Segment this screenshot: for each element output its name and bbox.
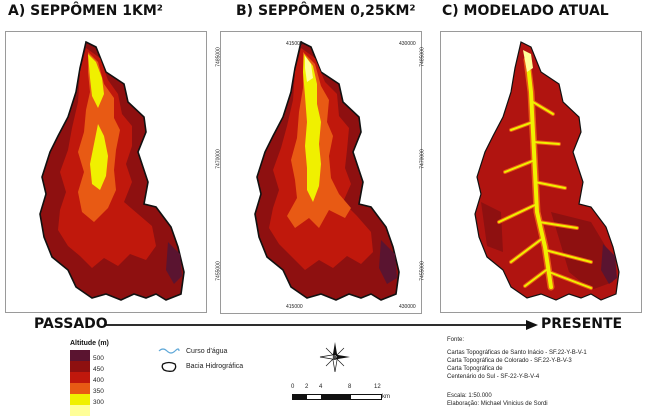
coord-label-bottom-left: 415000 <box>286 304 303 310</box>
legend-swatch-400 <box>70 372 90 383</box>
basin-map-b <box>254 40 400 301</box>
altitude-300-zone <box>88 54 104 108</box>
legend-label-350: 350 <box>93 388 104 395</box>
altitude-300-zone <box>523 50 533 72</box>
timeline-start-label: PASSADO <box>34 316 108 332</box>
altitude-450-zone <box>551 212 613 290</box>
source-scale: Escala: 1:50.000 <box>447 393 492 399</box>
altitude-500-zone <box>166 242 182 284</box>
source-heading: Fonte: <box>447 337 465 343</box>
scale-tick-8: 8 <box>348 384 352 390</box>
north-arrow-icon <box>319 342 350 373</box>
timeline-end-label: PRESENTE <box>541 316 623 332</box>
coord-label-top-left: 415000 <box>286 41 303 47</box>
drainage-channels <box>498 54 592 289</box>
timeline-arrow <box>104 320 538 330</box>
legend-swatch-300 <box>70 394 90 405</box>
scale-tick-0: 0 <box>291 384 295 390</box>
scale-tick-12: 12 <box>374 384 381 390</box>
altitude-500-zone <box>601 244 617 284</box>
scale-unit: km <box>382 394 390 400</box>
scale-tick-4: 4 <box>319 384 323 390</box>
source-author: Elaboração: Michael Vinicius de Sordi <box>447 401 548 407</box>
panel-a-title: A) SEPPÔMEN 1KM² <box>8 3 163 19</box>
legend-label-500: 500 <box>93 355 104 362</box>
source-line-2: Carta Topográfica de Colorado - SF.22-Y-… <box>447 358 572 364</box>
altitude-300-zone <box>305 56 313 82</box>
basin-map-a <box>39 40 185 301</box>
coord-label-bottom-right: 430000 <box>399 304 416 310</box>
basin-map-c <box>474 41 620 301</box>
legend-swatch-450 <box>70 361 90 372</box>
stream-icon <box>158 348 180 354</box>
altitude-300-zone <box>303 54 321 202</box>
legend-swatch-350 <box>70 383 90 394</box>
basin-icon <box>161 361 177 372</box>
legend-swatch-500 <box>70 350 90 361</box>
coord-label-left-1: 7485000 <box>215 47 222 67</box>
coord-label-right-2: 7470000 <box>419 149 426 169</box>
legend-basin-label: Bacia Hidrográfica <box>186 363 244 370</box>
legend-title: Altitude (m) <box>70 340 109 347</box>
map-panel-c <box>440 31 642 313</box>
source-line-4: Centenário do Sul - SF-22-Y-B-V-4 <box>447 374 540 380</box>
panel-b-title: B) SEPPÔMEN 0,25KM² <box>236 3 416 19</box>
map-panel-a <box>5 31 207 313</box>
map-panel-b: 415000 430000 415000 430000 7485000 7470… <box>216 31 426 314</box>
coord-label-right-3: 7455000 <box>419 261 426 281</box>
altitude-500-zone <box>379 240 397 284</box>
scale-bar <box>292 394 382 400</box>
legend-stream-label: Curso d'água <box>186 348 228 355</box>
source-line-1: Cartas Topográficas de Santo Inácio - SF… <box>447 350 587 356</box>
altitude-450-zone <box>481 202 503 252</box>
coord-label-right-1: 7485000 <box>419 47 426 67</box>
legend-label-450: 450 <box>93 366 104 373</box>
scale-tick-2: 2 <box>305 384 309 390</box>
coord-label-left-3: 7455000 <box>215 261 222 281</box>
legend-label-400: 400 <box>93 377 104 384</box>
legend-swatch-lowest <box>70 405 90 416</box>
coord-label-top-right: 430000 <box>399 41 416 47</box>
legend-label-300: 300 <box>93 399 104 406</box>
source-line-3: Carta Topográfica de <box>447 366 503 372</box>
panel-c-title: C) MODELADO ATUAL <box>442 3 609 19</box>
altitude-300-zone <box>90 124 108 190</box>
coord-label-left-2: 7470000 <box>215 149 222 169</box>
